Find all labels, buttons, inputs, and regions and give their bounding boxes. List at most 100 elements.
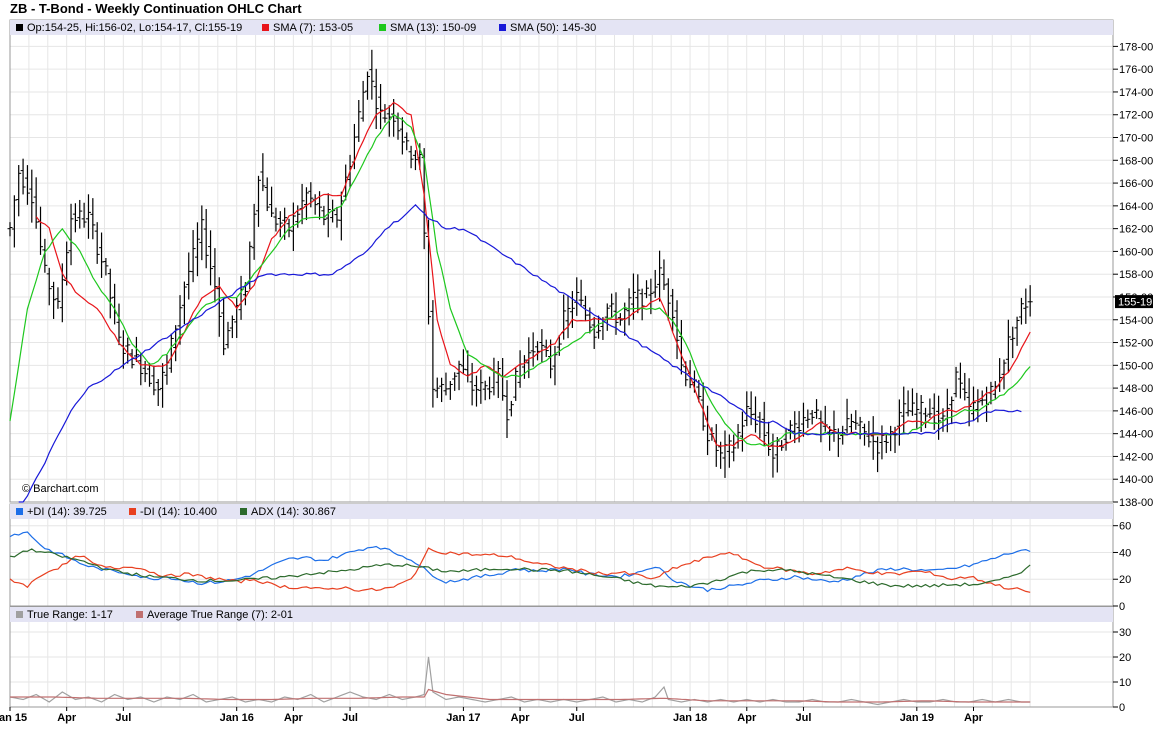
ohlc-bar	[16, 165, 22, 217]
ohlc-bar	[312, 194, 318, 215]
y-tick-label: 144-00	[1119, 429, 1153, 441]
ohlc-bar	[1018, 297, 1024, 325]
ohlc-bar	[203, 209, 209, 269]
ohlc-bar	[814, 399, 820, 419]
ohlc-bar	[809, 409, 815, 425]
ohlc-bar	[452, 372, 458, 391]
ohlc-bar	[72, 203, 78, 233]
ohlc-bar	[277, 211, 283, 238]
ohlc-bar	[155, 378, 161, 406]
ohlc-bar	[879, 425, 885, 460]
ohlc-bar	[11, 195, 17, 248]
ohlc-bar	[378, 84, 384, 130]
ohlc-bar	[68, 203, 74, 266]
ohlc-bar	[604, 303, 610, 331]
ohlc-bar	[678, 320, 684, 375]
ohlc-bar	[290, 202, 296, 252]
ohlc-bar	[722, 430, 728, 478]
ohlc-bar	[661, 259, 667, 290]
ohlc-bar	[151, 365, 157, 396]
ohlc-bar	[482, 380, 488, 401]
ohlc-bar	[234, 298, 240, 338]
ohlc-bar	[1001, 359, 1007, 390]
ohlc-bar	[896, 399, 902, 446]
ohlc-bar	[1023, 288, 1029, 324]
ohlc-bar	[700, 382, 706, 431]
ohlc-bar	[909, 388, 915, 416]
y-tick-label: 150-00	[1119, 360, 1153, 372]
ohlc-bar	[491, 357, 497, 396]
ohlc-bar	[609, 293, 615, 319]
ohlc-bar	[325, 193, 331, 238]
series-line-true-range	[9, 656, 1031, 706]
x-tick-label: Jan 17	[446, 712, 480, 724]
adx-legend-swatch	[240, 508, 247, 515]
dmi-panel-frame	[9, 503, 1114, 607]
dmi-panel: +DI (14): 39.725 -DI (14): 10.400 ADX (1…	[9, 503, 1114, 607]
ohlc-bar	[617, 313, 623, 326]
ohlc-bar	[639, 288, 645, 321]
ohlc-bar	[99, 232, 105, 278]
ohlc-bar	[831, 410, 837, 442]
ohlc-bar	[334, 206, 340, 228]
ohlc-bar	[412, 150, 418, 171]
ohlc-bar	[936, 395, 942, 440]
ohlc-bar	[116, 303, 122, 346]
ohlc-bar	[208, 230, 214, 286]
ohlc-bar	[478, 369, 484, 404]
ohlc-bar	[138, 352, 144, 386]
ohlc-bar	[321, 205, 327, 226]
ohlc-bar	[875, 436, 881, 473]
y-tick-label: 160-00	[1119, 246, 1153, 258]
ohlc-bar	[726, 434, 732, 468]
ohlc-bar	[447, 381, 453, 400]
ohlc-bar	[90, 198, 96, 240]
ohlc-bar	[905, 390, 911, 417]
ohlc-bar	[190, 230, 196, 283]
ohlc-bar	[399, 117, 405, 155]
series-line-sma-50	[18, 203, 1022, 503]
ohlc-bar	[800, 402, 806, 437]
ohlc-bar	[216, 277, 222, 337]
ohlc-bar	[356, 99, 362, 142]
ohlc-bar	[822, 405, 828, 432]
x-tick-label: Jan 15	[0, 712, 27, 724]
ohlc-bar	[264, 177, 270, 212]
ohlc-bar	[530, 332, 536, 367]
ohlc-bar	[164, 354, 170, 385]
x-tick-label: Apr	[511, 712, 531, 724]
x-tick-label: Apr	[964, 712, 984, 724]
ohlc-bar	[33, 177, 39, 229]
y-tick-label: 142-00	[1119, 451, 1153, 463]
sma50-legend-swatch	[499, 24, 506, 31]
ohlc-bar	[338, 191, 344, 241]
x-tick-label: Jan 19	[900, 712, 934, 724]
ohlc-bar	[774, 436, 780, 473]
ohlc-bar	[962, 372, 968, 401]
ohlc-bar	[404, 132, 410, 151]
ohlc-bar	[883, 434, 889, 454]
ohlc-bar	[630, 273, 636, 320]
last-price-marker: 155-19	[1115, 295, 1153, 309]
ohlc-bar	[46, 267, 52, 306]
ohlc-bar	[844, 398, 850, 434]
ohlc-bar	[674, 300, 680, 360]
ohlc-bar	[508, 400, 514, 417]
ohlc-bar	[51, 281, 57, 319]
barchart-watermark: © Barchart.com	[22, 483, 99, 495]
ohlc-bar	[552, 345, 558, 386]
ohlc-bar	[857, 416, 863, 440]
ohlc-bar	[64, 241, 70, 286]
y-tick-label: 176-00	[1119, 64, 1153, 76]
last-price-label: 155-19	[1118, 297, 1152, 309]
ohlc-bar	[657, 250, 663, 302]
ohlc-bar	[1027, 285, 1033, 317]
ohlc-bar	[853, 410, 859, 430]
ohlc-bar	[901, 386, 907, 433]
ohlc-bar	[1010, 326, 1016, 359]
ohlc-bar	[1005, 319, 1011, 373]
atr-legend-swatch	[136, 611, 143, 618]
ohlc-bar	[744, 391, 750, 427]
y-tick-label: 166-00	[1119, 178, 1153, 190]
